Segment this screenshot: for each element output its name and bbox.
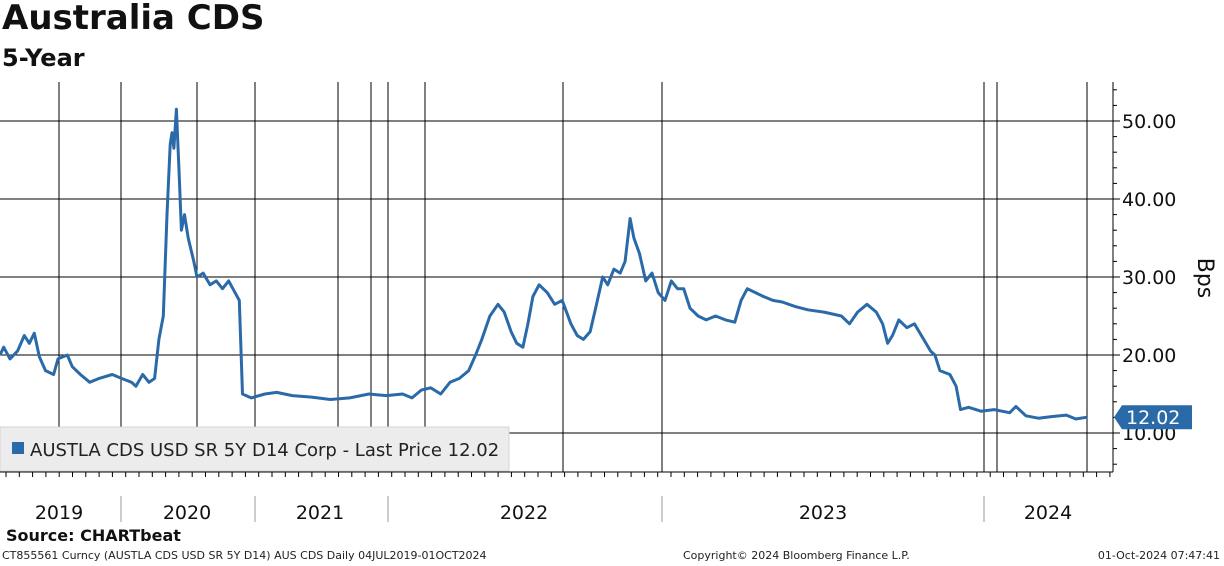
legend-box [0,426,510,472]
footer-center: Copyright© 2024 Bloomberg Finance L.P. [683,549,910,562]
x-tick-label-2023: 2023 [799,502,847,524]
x-tick-label-2020: 2020 [163,502,211,524]
x-tick-label-2022: 2022 [500,502,548,524]
y-tick-label-3: 40.00 [1122,189,1176,211]
x-tick-label-2021: 2021 [296,502,344,524]
last-price-tag [1114,405,1192,430]
legend-swatch [12,442,24,454]
chart-overlay: AUSTLA CDS USD SR 5Y D14 Corp - Last Pri… [0,405,1192,472]
source-label: Source: CHARTbeat [6,526,181,545]
x-tick-label-2024: 2024 [1024,502,1072,524]
y-tick-label-4: 50.00 [1122,111,1176,133]
footer-right: 01-Oct-2024 07:47:41 [1097,549,1220,562]
y-tick-label-1: 20.00 [1122,345,1176,367]
x-axis-labels: 2019 2020 2021 2022 2023 2024 [35,496,1072,524]
y-axis-label: Bps [1192,258,1217,299]
series-line [0,107,1088,421]
horizontal-gridlines [0,120,1113,434]
y-tick-label-2: 30.00 [1122,267,1176,289]
last-price-label: 12.02 [1126,407,1180,429]
legend-entry: AUSTLA CDS USD SR 5Y D14 Corp - Last Pri… [30,440,499,461]
chart-subtitle: 5-Year [2,44,85,72]
footer-left: CT855561 Curncy (AUSTLA CDS USD SR 5Y D1… [2,549,487,562]
chart-title: Australia CDS [2,0,265,38]
x-tick-label-2019: 2019 [35,502,83,524]
series-lines [0,107,1088,421]
